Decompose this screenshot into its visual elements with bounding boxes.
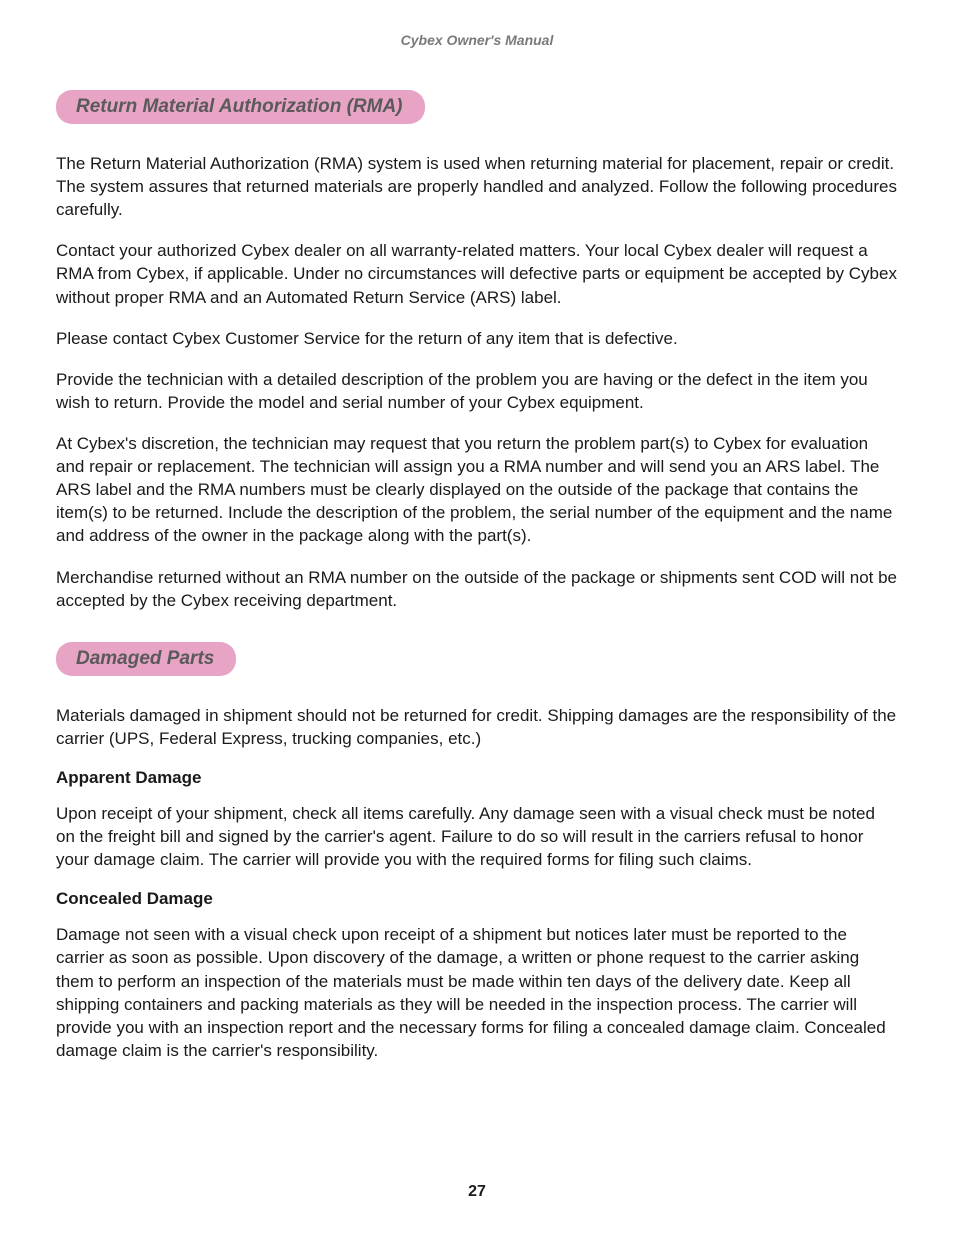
page-header-title: Cybex Owner's Manual: [56, 32, 898, 48]
paragraph: Materials damaged in shipment should not…: [56, 704, 898, 750]
paragraph: At Cybex's discretion, the technician ma…: [56, 432, 898, 548]
section-damaged-parts: Damaged Parts Materials damaged in shipm…: [56, 642, 898, 1062]
paragraph: Damage not seen with a visual check upon…: [56, 923, 898, 1062]
paragraph: Merchandise returned without an RMA numb…: [56, 566, 898, 612]
paragraph: Please contact Cybex Customer Service fo…: [56, 327, 898, 350]
paragraph: Upon receipt of your shipment, check all…: [56, 802, 898, 871]
section-heading-damaged-parts: Damaged Parts: [56, 642, 236, 676]
page-number: 27: [0, 1183, 954, 1201]
section-heading-rma: Return Material Authorization (RMA): [56, 90, 425, 124]
section-rma: Return Material Authorization (RMA) The …: [56, 90, 898, 612]
paragraph: The Return Material Authorization (RMA) …: [56, 152, 898, 221]
subsection-title-concealed-damage: Concealed Damage: [56, 889, 898, 909]
paragraph: Provide the technician with a detailed d…: [56, 368, 898, 414]
subsection-title-apparent-damage: Apparent Damage: [56, 768, 898, 788]
paragraph: Contact your authorized Cybex dealer on …: [56, 239, 898, 308]
